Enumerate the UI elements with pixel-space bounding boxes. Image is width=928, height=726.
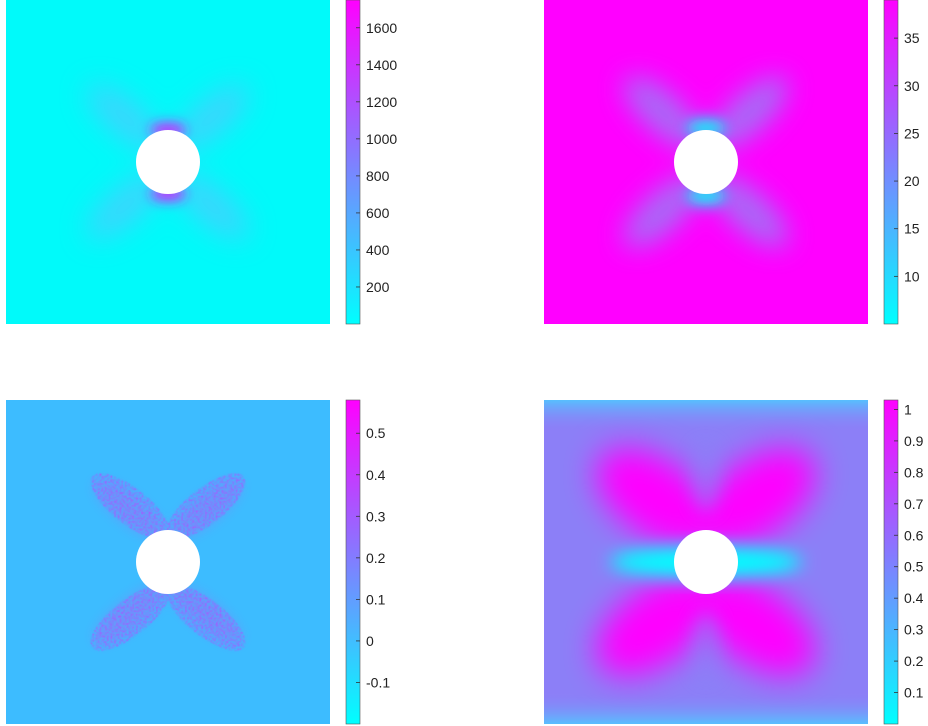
colorbar-tick-label: 0.1 (366, 591, 386, 607)
hole (136, 130, 200, 194)
lobe-upper-right (696, 448, 816, 548)
colorbar-tick-label: 1600 (366, 20, 397, 36)
colorbar-tick-label: 0.4 (904, 590, 924, 606)
hole (674, 130, 738, 194)
colorbar-tick-label: 10 (904, 268, 920, 284)
colorbar-tick-label: 0.2 (904, 653, 924, 669)
lobe-upper-right (172, 84, 250, 152)
chart-panel-4: 0.1 0.2 0.3 0.4 0.5 0.6 0.7 0.8 0.9 1 (538, 398, 928, 726)
lobe-upper-left (623, 76, 703, 150)
colorbar-tick-label: 0.6 (904, 527, 924, 543)
colorbar-2: 10 15 20 25 30 35 (883, 0, 920, 325)
colorbar-tick-label: 15 (904, 221, 920, 237)
colorbar-tick-label: 0.3 (366, 508, 386, 524)
speckle-lower-left (90, 585, 170, 651)
colorbar-gradient (883, 0, 899, 325)
colorbar-tick-label: 0 (366, 633, 374, 649)
colorbar-tick-label: 0.5 (366, 425, 386, 441)
colorbar-gradient (345, 399, 361, 725)
lobe-lower-left (596, 576, 716, 676)
heatmap-chart-3: -0.1 0 0.1 0.2 0.3 0.4 0.5 (6, 399, 390, 725)
hole (674, 530, 738, 594)
lobe-lower-right (696, 576, 816, 676)
chart-panel-3: -0.1 0 0.1 0.2 0.3 0.4 0.5 (0, 398, 400, 726)
colorbar-gradient (883, 399, 899, 725)
chart-panel-1: 200 400 600 800 1000 1200 1400 1600 (0, 0, 400, 330)
lobe-lower-left (86, 172, 164, 240)
colorbar-tick-label: 600 (366, 205, 390, 221)
speckle-upper-left (90, 473, 170, 539)
colorbar-tick-label: 1000 (366, 131, 397, 147)
colorbar-tick-label: 25 (904, 125, 920, 141)
colorbar-tick-label: 0.1 (904, 685, 924, 701)
colorbar-tick-label: 800 (366, 168, 390, 184)
colorbar-tick-label: 1400 (366, 57, 397, 73)
speckle-upper-right (166, 473, 246, 539)
colorbar-tick-label: 0.4 (366, 467, 386, 483)
colorbar-tick-label: 30 (904, 78, 920, 94)
colorbar-3: -0.1 0 0.1 0.2 0.3 0.4 0.5 (345, 399, 390, 725)
lobe-lower-left (623, 174, 703, 248)
heatmap-chart-4: 0.1 0.2 0.3 0.4 0.5 0.6 0.7 0.8 0.9 1 (544, 399, 924, 725)
lobe-lower-right (172, 172, 250, 240)
colorbar-4: 0.1 0.2 0.3 0.4 0.5 0.6 0.7 0.8 0.9 1 (883, 399, 924, 725)
lobe-upper-right (709, 76, 789, 150)
colorbar-tick-label: 35 (904, 30, 920, 46)
lobe-upper-left (86, 84, 164, 152)
colorbar-tick-label: 0.3 (904, 622, 924, 638)
colorbar-tick-label: 0.8 (904, 464, 924, 480)
colorbar-gradient (345, 0, 361, 325)
lobe-upper-left (596, 448, 716, 548)
heatmap-chart-2: 10 15 20 25 30 35 (544, 0, 920, 325)
colorbar-tick-label: -0.1 (366, 674, 390, 690)
colorbar-tick-label: 200 (366, 279, 390, 295)
notch-top (692, 444, 720, 512)
colorbar-tick-label: 400 (366, 242, 390, 258)
colorbar-tick-label: 20 (904, 173, 920, 189)
colorbar-tick-label: 0.5 (904, 559, 924, 575)
speckle-lower-right (166, 585, 246, 651)
colorbar-tick-label: 1200 (366, 94, 397, 110)
colorbar-1: 200 400 600 800 1000 1200 1400 1600 (345, 0, 397, 325)
colorbar-tick-label: 0.7 (904, 496, 924, 512)
colorbar-tick-label: 0.9 (904, 433, 924, 449)
chart-panel-2: 10 15 20 25 30 35 (538, 0, 928, 330)
notch-bottom (692, 612, 720, 680)
colorbar-tick-label: 0.2 (366, 550, 386, 566)
hole (136, 530, 200, 594)
heatmap-chart-1: 200 400 600 800 1000 1200 1400 1600 (6, 0, 397, 325)
colorbar-tick-label: 1 (904, 401, 912, 417)
lobe-lower-right (709, 174, 789, 248)
